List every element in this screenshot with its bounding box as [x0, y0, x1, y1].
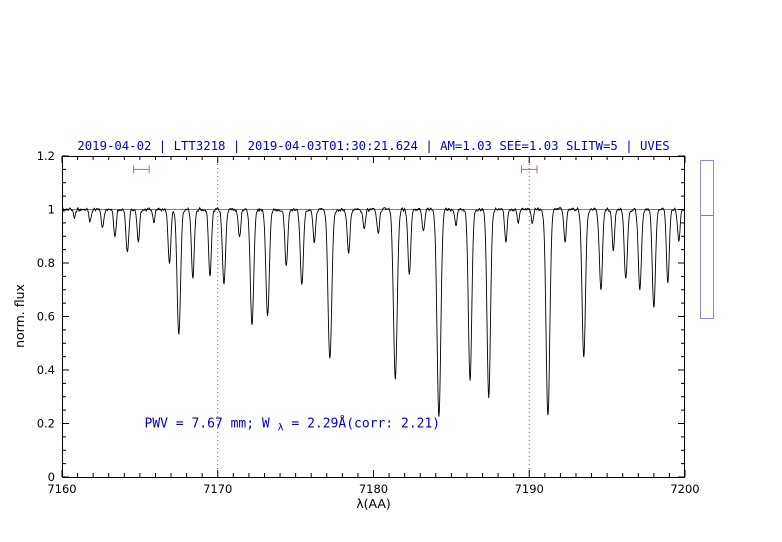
annotation-part-2: = 2.29Å(corr: 2.21)	[291, 416, 440, 432]
plot-title: 2019-04-02 | LTT3218 | 2019-04-03T01:30:…	[77, 139, 669, 154]
telluric-range-marker	[133, 165, 150, 174]
x-tick-label: 7190	[515, 482, 544, 496]
annotation-part-1: PWV = 7.67 mm; W	[145, 417, 270, 432]
spectrum-line	[61, 206, 686, 417]
telluric-range-marker	[520, 165, 538, 174]
x-tick-label: 7200	[670, 482, 699, 496]
y-tick-label: 1.2	[37, 149, 55, 163]
x-tick-label: 7160	[47, 482, 76, 496]
axis-ticks: 7160 7170 7180 7190 7200 0 0.2 0.4 0.6 0.8 1 1.2	[37, 149, 700, 496]
x-tick-label: 7180	[359, 482, 388, 496]
flux-scale-slider[interactable]	[700, 160, 714, 319]
x-tick-label: 7170	[203, 482, 232, 496]
y-tick-label: 1	[48, 203, 55, 217]
y-tick-label: 0	[48, 470, 55, 484]
y-axis-label: norm. flux	[12, 284, 27, 348]
pwv-annotation: PWV = 7.67 mm; W λ = 2.29Å(corr: 2.21)	[145, 416, 441, 435]
grid-layer	[217, 156, 530, 477]
data-layer	[61, 206, 686, 417]
x-axis-label: λ(AA)	[356, 496, 391, 511]
annotation-lambda-subscript: λ	[278, 423, 284, 434]
marker-layer	[133, 165, 538, 174]
slider-track[interactable]	[700, 160, 714, 319]
y-tick-label: 0.4	[37, 363, 55, 377]
y-tick-label: 0.2	[37, 417, 55, 431]
y-tick-label: 0.8	[37, 256, 55, 270]
y-tick-label: 0.6	[37, 310, 55, 324]
